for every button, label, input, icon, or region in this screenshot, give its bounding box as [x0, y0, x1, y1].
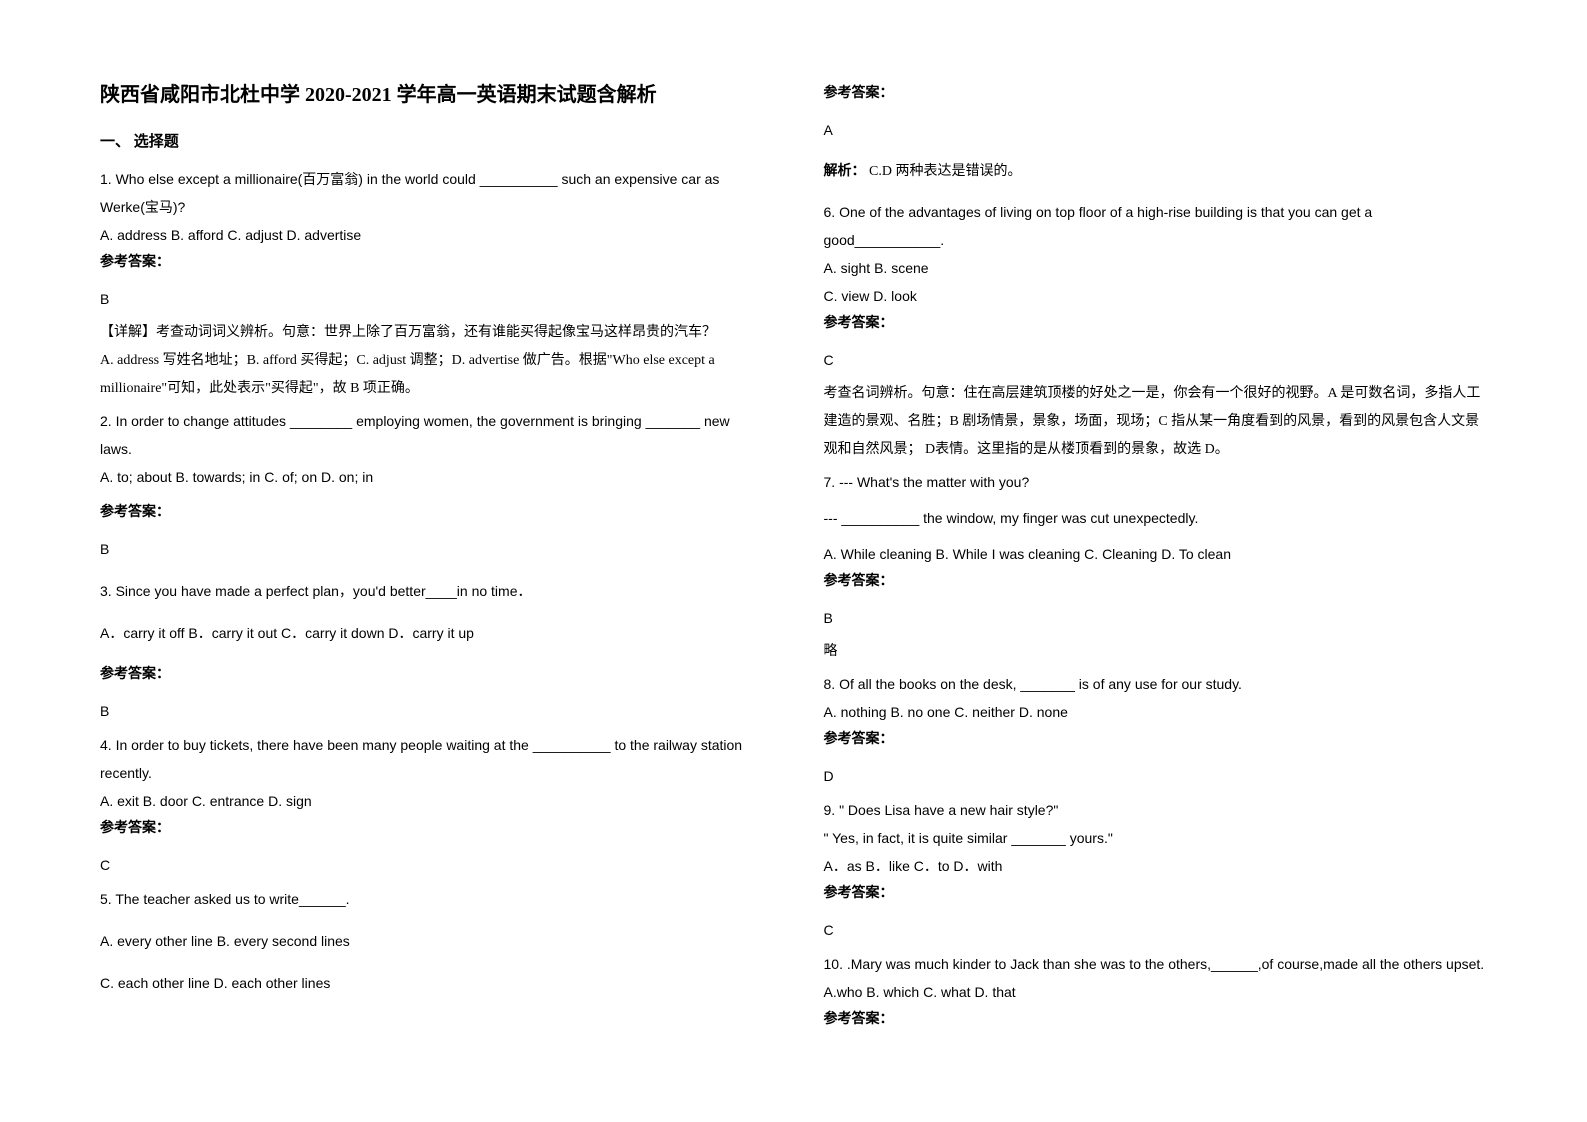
q6-answer: C [824, 346, 1488, 374]
analysis-label: 解析： [824, 164, 866, 179]
right-column: 参考答案： A 解析： C.D 两种表达是错误的。 6. One of the … [824, 80, 1488, 1038]
q2-options: A. to; about B. towards; in C. of; on D.… [100, 463, 764, 491]
answer-label: 参考答案： [824, 80, 1488, 108]
question-4: 4. In order to buy tickets, there have b… [100, 731, 764, 879]
question-9: 9. " Does Lisa have a new hair style?" "… [824, 796, 1488, 944]
q3-answer: B [100, 697, 764, 725]
question-1: 1. Who else except a millionaire(百万富翁) i… [100, 165, 764, 403]
q9-answer: C [824, 916, 1488, 944]
q8-stem: 8. Of all the books on the desk, _______… [824, 670, 1488, 698]
question-5: 5. The teacher asked us to write______. … [100, 885, 764, 997]
q1-stem: 1. Who else except a millionaire(百万富翁) i… [100, 165, 764, 221]
q1-options: A. address B. afford C. adjust D. advert… [100, 221, 764, 249]
q4-stem: 4. In order to buy tickets, there have b… [100, 731, 764, 787]
left-column: 陕西省咸阳市北杜中学 2020-2021 学年高一英语期末试题含解析 一、 选择… [100, 80, 764, 1038]
q7-stem-1: 7. --- What's the matter with you? [824, 468, 1488, 496]
q5-stem: 5. The teacher asked us to write______. [100, 885, 764, 913]
page-container: 陕西省咸阳市北杜中学 2020-2021 学年高一英语期末试题含解析 一、 选择… [100, 80, 1487, 1038]
q1-explanation-2: A. address 写姓名地址；B. afford 买得起；C. adjust… [100, 347, 764, 403]
answer-label: 参考答案： [824, 726, 1488, 754]
q4-options: A. exit B. door C. entrance D. sign [100, 787, 764, 815]
q9-options: A．as B．like C．to D．with [824, 852, 1488, 880]
answer-label: 参考答案： [100, 815, 764, 843]
answer-label: 参考答案： [100, 249, 764, 277]
section-heading: 一、 选择题 [100, 130, 764, 151]
q6-options-2: C. view D. look [824, 282, 1488, 310]
q2-stem: 2. In order to change attitudes ________… [100, 407, 764, 463]
q9-stem-2: " Yes, in fact, it is quite similar ____… [824, 824, 1488, 852]
question-7: 7. --- What's the matter with you? --- _… [824, 468, 1488, 666]
q3-options: A．carry it off B．carry it out C．carry it… [100, 619, 764, 647]
q8-options: A. nothing B. no one C. neither D. none [824, 698, 1488, 726]
question-10: 10. .Mary was much kinder to Jack than s… [824, 950, 1488, 1034]
q5-explanation: 解析： C.D 两种表达是错误的。 [824, 158, 1488, 186]
question-5-answer: 参考答案： A 解析： C.D 两种表达是错误的。 [824, 80, 1488, 186]
question-2: 2. In order to change attitudes ________… [100, 407, 764, 563]
q3-stem: 3. Since you have made a perfect plan，yo… [100, 577, 764, 605]
answer-label: 参考答案： [824, 310, 1488, 338]
q10-options: A.who B. which C. what D. that [824, 978, 1488, 1006]
q4-answer: C [100, 851, 764, 879]
answer-label: 参考答案： [824, 568, 1488, 596]
document-title: 陕西省咸阳市北杜中学 2020-2021 学年高一英语期末试题含解析 [100, 80, 764, 110]
q10-stem: 10. .Mary was much kinder to Jack than s… [824, 950, 1488, 978]
q7-options: A. While cleaning B. While I was cleanin… [824, 540, 1488, 568]
q2-answer: B [100, 535, 764, 563]
q6-explanation: 考查名词辨析。句意：住在高层建筑顶楼的好处之一是，你会有一个很好的视野。A 是可… [824, 380, 1488, 464]
q5-options-line1: A. every other line B. every second line… [100, 927, 764, 955]
q7-stem-2: --- __________ the window, my finger was… [824, 504, 1488, 532]
question-3: 3. Since you have made a perfect plan，yo… [100, 577, 764, 725]
q1-explanation-1: 【详解】考查动词词义辨析。句意：世界上除了百万富翁，还有谁能买得起像宝马这样昂贵… [100, 319, 764, 347]
q1-answer: B [100, 285, 764, 313]
q5-options-line2: C. each other line D. each other lines [100, 969, 764, 997]
answer-label: 参考答案： [100, 499, 764, 527]
q6-options-1: A. sight B. scene [824, 254, 1488, 282]
answer-label: 参考答案： [100, 661, 764, 689]
q5-expl-text: C.D 两种表达是错误的。 [869, 164, 1021, 179]
answer-label: 参考答案： [824, 880, 1488, 908]
question-8: 8. Of all the books on the desk, _______… [824, 670, 1488, 790]
q6-stem: 6. One of the advantages of living on to… [824, 198, 1488, 254]
q7-answer: B [824, 604, 1488, 632]
answer-label: 参考答案： [824, 1006, 1488, 1034]
q7-explanation: 略 [824, 638, 1488, 666]
q9-stem-1: 9. " Does Lisa have a new hair style?" [824, 796, 1488, 824]
q8-answer: D [824, 762, 1488, 790]
q5-answer: A [824, 116, 1488, 144]
question-6: 6. One of the advantages of living on to… [824, 198, 1488, 464]
